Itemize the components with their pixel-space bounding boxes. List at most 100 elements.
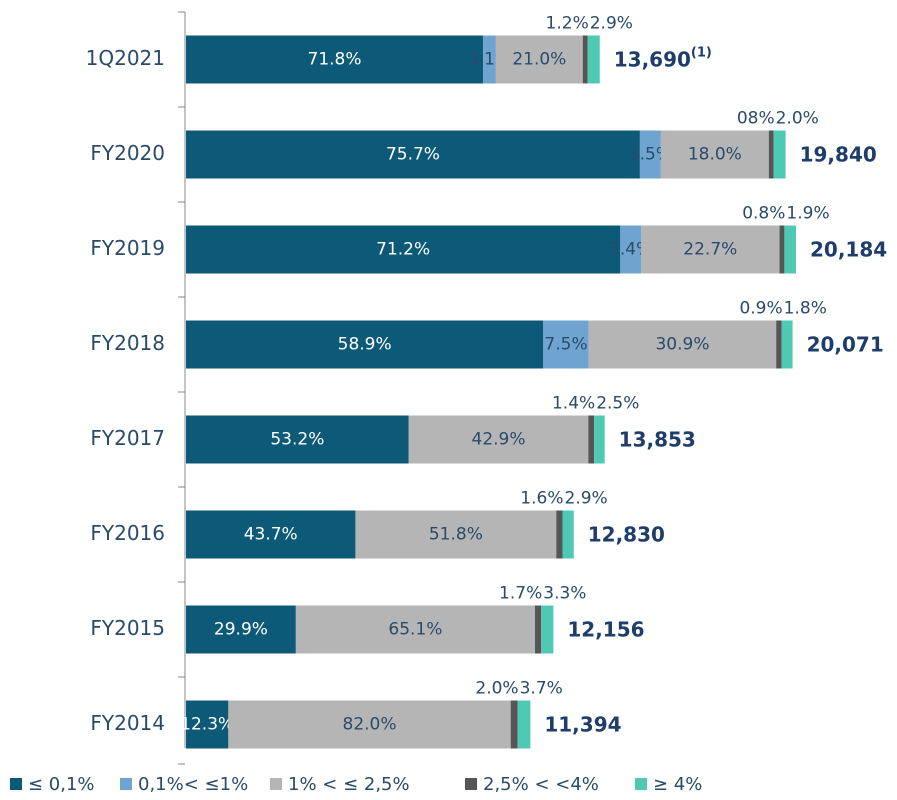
value-label: 1.8% xyxy=(784,299,827,319)
value-label: 2.5% xyxy=(596,394,639,414)
bar-segment xyxy=(228,700,511,749)
total-text: 13,853 xyxy=(619,427,696,451)
legend-label: 1% < ≤ 2,5% xyxy=(288,774,410,795)
legend-swatch xyxy=(120,778,132,790)
value-label: 58.9% xyxy=(338,335,392,355)
category-label: FY2020 xyxy=(90,141,165,165)
value-label: 2.0% xyxy=(776,109,819,129)
value-label: 0.9% xyxy=(739,299,782,319)
bar-segment xyxy=(295,605,536,654)
bar-segment xyxy=(186,35,484,84)
bar-segment xyxy=(588,415,595,464)
total-text: 19,840 xyxy=(800,142,877,166)
bar-segment xyxy=(768,130,774,179)
footnote: (1) xyxy=(691,45,712,60)
total-label: 19,840 xyxy=(800,142,877,166)
value-label: 1.6% xyxy=(520,489,563,509)
legend-label: 2,5% < <4% xyxy=(483,774,599,795)
value-label: 18.0% xyxy=(688,145,742,165)
value-label: 42.9% xyxy=(472,430,526,450)
bar-segment xyxy=(620,225,642,274)
bar-segment xyxy=(186,700,229,749)
value-label: 51.8% xyxy=(429,525,483,545)
category-label: FY2018 xyxy=(90,331,165,355)
value-label: 3.7% xyxy=(520,679,563,699)
bar-segment xyxy=(556,510,563,559)
value-label: 65.1% xyxy=(388,620,442,640)
value-label: 1.4% xyxy=(552,394,595,414)
bar-segment xyxy=(495,35,583,84)
legend-swatch xyxy=(270,778,282,790)
bar-segment xyxy=(773,130,786,179)
total-text: 11,394 xyxy=(544,712,621,736)
bar-segment xyxy=(784,225,796,274)
total-label: 12,830 xyxy=(588,522,665,546)
bar-segment xyxy=(660,130,769,179)
legend-label: ≤ 0,1% xyxy=(28,774,95,795)
value-label: 2.9% xyxy=(590,14,633,34)
bar-segment xyxy=(355,510,557,559)
category-label: FY2016 xyxy=(90,521,165,545)
value-label: 22.7% xyxy=(683,240,737,260)
value-label: 08% xyxy=(737,109,775,129)
bar-segment xyxy=(517,700,531,749)
value-label: 30.9% xyxy=(655,335,709,355)
category-label: FY2015 xyxy=(90,616,165,640)
total-label: 12,156 xyxy=(567,617,644,641)
bar-segment xyxy=(779,225,785,274)
value-label: 1.7% xyxy=(499,584,542,604)
total-text: 20,071 xyxy=(807,332,884,356)
value-label: 0.8% xyxy=(742,204,785,224)
bar-segment xyxy=(543,320,589,369)
value-label: 21.0% xyxy=(512,50,566,70)
value-label: 12.3% xyxy=(180,715,234,735)
bar-segment xyxy=(541,605,554,654)
value-label: 82.0% xyxy=(343,715,397,735)
value-label: 29.9% xyxy=(214,620,268,640)
value-label: 3.3% xyxy=(543,584,586,604)
total-text: 20,184 xyxy=(810,237,887,261)
value-label: 1.2% xyxy=(546,14,589,34)
total-text: 12,156 xyxy=(567,617,644,641)
total-label: 20,071 xyxy=(807,332,884,356)
total-label: 13,690(1) xyxy=(614,45,712,71)
bar-segment xyxy=(186,510,356,559)
bar-segment xyxy=(186,415,409,464)
value-label: 1.9% xyxy=(786,204,829,224)
value-label: 75.7% xyxy=(386,145,440,165)
bar-segment xyxy=(186,225,621,274)
value-label: 2.9% xyxy=(565,489,608,509)
total-text: 13,690 xyxy=(614,47,691,71)
bar-segment xyxy=(641,225,780,274)
category-label: FY2014 xyxy=(90,711,165,735)
legend-swatch xyxy=(10,778,22,790)
bar-segment xyxy=(588,320,777,369)
bar-segment xyxy=(781,320,793,369)
value-label: 71.2% xyxy=(376,240,430,260)
value-label: 2.0% xyxy=(475,679,518,699)
category-label: FY2017 xyxy=(90,426,165,450)
total-label: 20,184 xyxy=(810,237,887,261)
total-text: 12,830 xyxy=(588,522,665,546)
bar-segment xyxy=(587,35,600,84)
bar-segment xyxy=(408,415,589,464)
legend-swatch xyxy=(465,778,477,790)
bar-segment xyxy=(535,605,542,654)
bar-segment xyxy=(186,130,640,179)
legend-label: ≥ 4% xyxy=(653,774,702,795)
legend-swatch xyxy=(635,778,647,790)
category-label: 1Q2021 xyxy=(86,46,165,70)
value-label: 7.5% xyxy=(544,335,587,355)
bar-segment xyxy=(594,415,605,464)
bar-segment xyxy=(510,700,518,749)
legend-label: 0,1%< ≤1% xyxy=(138,774,248,795)
value-label: 53.2% xyxy=(270,430,324,450)
bar-segment xyxy=(639,130,661,179)
bar-segment xyxy=(186,320,544,369)
bar-segment xyxy=(776,320,782,369)
bar-segment xyxy=(582,35,588,84)
total-label: 11,394 xyxy=(544,712,621,736)
value-label: 71.8% xyxy=(308,50,362,70)
category-label: FY2019 xyxy=(90,236,165,260)
